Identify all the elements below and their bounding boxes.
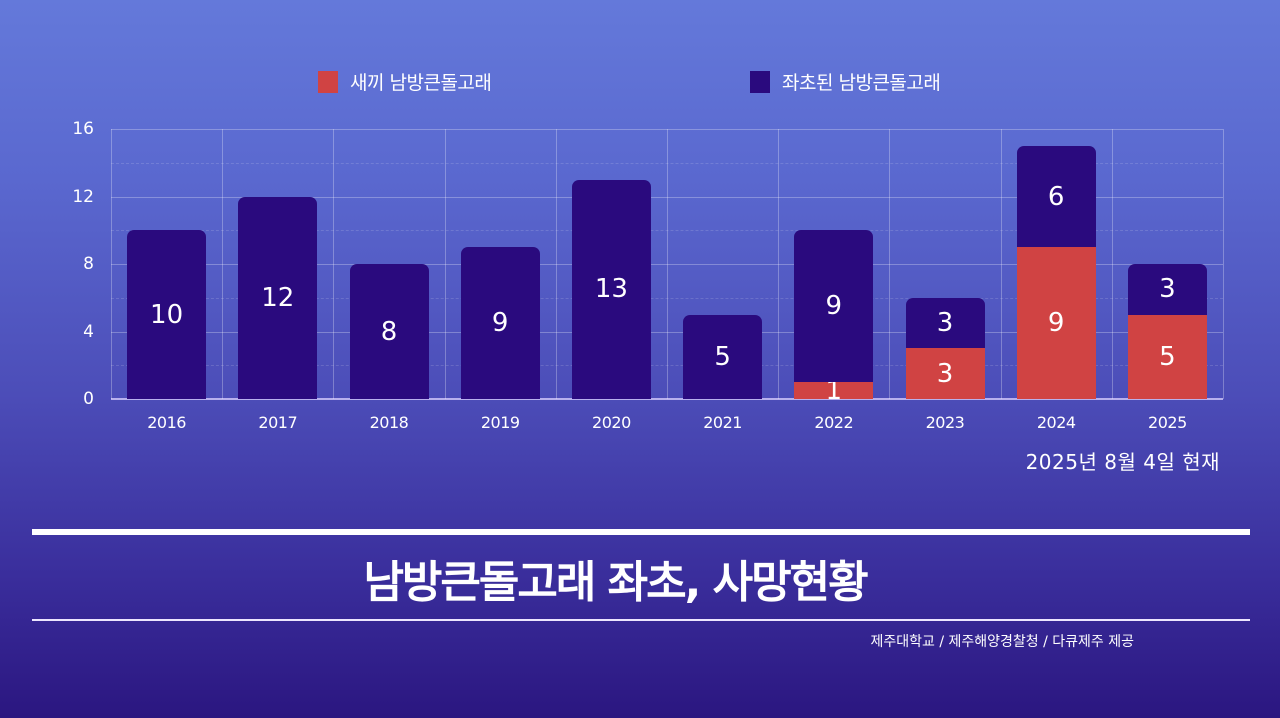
bar-value-label: 3 <box>936 308 954 339</box>
bar-2016: 10 <box>127 230 207 399</box>
bar-value-label: 5 <box>714 341 731 372</box>
bar-segment-stranded: 3 <box>1127 264 1207 315</box>
bar-value-label: 6 <box>1047 181 1065 212</box>
gridline-v <box>778 129 780 399</box>
bar-value-label: 9 <box>1047 308 1065 339</box>
gridline-v <box>1223 129 1224 399</box>
x-tick-label: 2020 <box>592 413 631 432</box>
title-rule-top <box>32 529 1250 535</box>
gridline-v <box>444 129 446 399</box>
gridline-h <box>111 297 1223 299</box>
bar-segment-stranded: 8 <box>349 264 429 399</box>
x-tick-label: 2023 <box>925 413 965 432</box>
y-tick-label: 4 <box>83 321 94 342</box>
bar-segment-calf: 9 <box>1016 247 1096 399</box>
legend-swatch-stranded <box>750 70 770 93</box>
y-tick-label: 16 <box>72 119 94 139</box>
x-axis-line <box>111 398 1223 400</box>
legend-swatch-calf <box>318 70 338 93</box>
gridline-h <box>111 264 1223 265</box>
gridline-v <box>111 129 112 399</box>
bar-segment-stranded: 9 <box>460 247 540 399</box>
bar-segment-stranded: 10 <box>127 230 207 399</box>
source-credit: 제주대학교 / 제주해양경찰청 / 다큐제주 제공 <box>870 634 1134 650</box>
chart-legend: 새끼 남방큰돌고래 좌초된 남방큰돌고래 <box>0 68 1280 98</box>
gridline-v <box>1000 129 1002 399</box>
y-tick-label: 0 <box>83 389 94 409</box>
bar-segment-stranded: 5 <box>683 314 763 399</box>
title-rule-bottom <box>32 619 1250 621</box>
legend-label-calf: 새끼 남방큰돌고래 <box>350 72 492 94</box>
x-tick-label: 2016 <box>147 413 186 432</box>
bar-segment-calf: 1 <box>794 378 874 404</box>
gridline-h <box>111 230 1223 232</box>
bar-2018: 8 <box>349 264 429 399</box>
gridline-h <box>111 129 1223 130</box>
gridline-v <box>889 129 891 399</box>
bar-value-label: 8 <box>380 316 398 347</box>
page-title: 남방큰돌고래 좌초, 사망현황 <box>363 557 868 608</box>
bar-value-label: 12 <box>261 282 295 313</box>
bar-segment-calf: 5 <box>1127 314 1207 399</box>
bar-segment-calf: 3 <box>905 348 985 399</box>
gridline-h <box>111 196 1223 198</box>
bar-value-label: 9 <box>825 291 843 322</box>
x-tick-label: 2022 <box>814 413 854 432</box>
legend-item-stranded: 좌초된 남방큰돌고래 <box>750 68 941 95</box>
x-tick-label: 2024 <box>1036 413 1076 432</box>
gridline-v <box>222 129 224 399</box>
legend-item-calf: 새끼 남방큰돌고래 <box>318 68 492 95</box>
x-tick-label: 2019 <box>480 413 520 432</box>
x-tick-label: 2025 <box>1148 413 1187 432</box>
gridline-h <box>111 331 1223 333</box>
gridline-v <box>555 129 557 399</box>
bar-segment-stranded: 13 <box>571 179 651 399</box>
legend-label-stranded: 좌초된 남방큰돌고래 <box>782 72 941 94</box>
bar-2021: 5 <box>683 314 763 399</box>
gridline-v <box>333 129 335 399</box>
x-tick-label: 2018 <box>369 413 409 432</box>
bar-value-label: 1 <box>825 375 843 406</box>
bar-2020: 13 <box>571 179 651 399</box>
plot-area: 10 12 8 9 13 5 1 9 3 3 9 6 5 3 <box>111 129 1224 404</box>
bar-value-label: 3 <box>936 358 954 389</box>
bar-value-label: 13 <box>594 274 628 305</box>
date-note: 2025년 8월 4일 현재 <box>1025 450 1220 474</box>
bar-value-label: 9 <box>491 308 509 339</box>
bar-2017: 12 <box>238 196 318 399</box>
bar-segment-stranded: 9 <box>794 230 874 383</box>
bar-segment-stranded: 3 <box>905 297 985 349</box>
bar-value-label: 3 <box>1159 274 1176 305</box>
y-tick-label: 8 <box>83 254 94 274</box>
gridline-h <box>111 162 1223 164</box>
bar-segment-stranded: 6 <box>1016 145 1096 248</box>
y-tick-label: 12 <box>72 186 94 207</box>
bar-value-label: 5 <box>1159 341 1176 372</box>
x-tick-label: 2021 <box>703 413 742 432</box>
gridline-v <box>667 129 668 399</box>
gridline-h <box>111 365 1223 367</box>
x-tick-label: 2017 <box>258 413 298 432</box>
bar-segment-stranded: 12 <box>238 196 318 399</box>
bar-value-label: 10 <box>150 299 184 330</box>
gridline-v <box>1111 129 1113 399</box>
bar-2019: 9 <box>460 247 540 399</box>
